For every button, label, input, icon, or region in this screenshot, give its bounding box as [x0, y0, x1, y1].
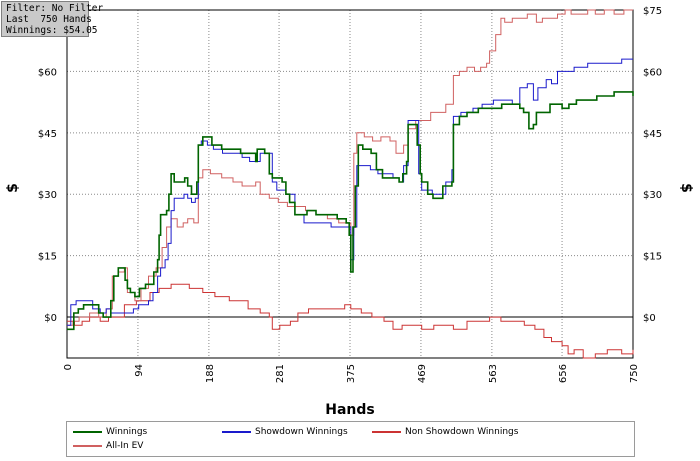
x-tick-label: 469	[417, 364, 428, 383]
x-tick-label: 188	[205, 364, 216, 383]
hands-count-text: Last 750 Hands	[6, 14, 92, 25]
y-tick-label-left: $0	[44, 313, 57, 324]
y-tick-label-left: $30	[38, 190, 57, 201]
x-tick-label: 281	[275, 364, 286, 383]
legend-swatch-non-showdown	[372, 431, 401, 433]
series-line-non-showdown-winnings	[67, 283, 634, 359]
legend-item-winnings: Winnings	[73, 426, 147, 438]
legend-item-allin-ev: All-In EV	[73, 440, 143, 452]
legend-label-showdown: Showdown Winnings	[255, 427, 348, 437]
legend-label-winnings: Winnings	[106, 427, 148, 437]
x-tick-label: 375	[346, 364, 357, 383]
legend-label-allin-ev: All-In EV	[106, 441, 144, 451]
winnings-total-text: Winnings: $54.05	[6, 25, 98, 36]
y-tick-label-right: $15	[643, 252, 662, 263]
y-axis-label-right: $	[678, 183, 694, 193]
x-tick-label: 563	[488, 364, 499, 383]
series-lines	[67, 9, 634, 359]
series-line-showdown-winnings	[67, 58, 633, 326]
axes	[66, 9, 634, 359]
legend-swatch-allin-ev	[73, 445, 102, 447]
series-line-winnings	[67, 91, 634, 331]
y-tick-label-left: $45	[38, 129, 57, 140]
x-tick-label: 750	[629, 364, 640, 383]
x-tick-label: 656	[558, 364, 569, 383]
legend-item-non-showdown: Non Showdown Winnings	[372, 426, 518, 438]
y-tick-label-right: $60	[643, 67, 662, 78]
x-tick-label: 0	[63, 364, 74, 370]
legend-swatch-winnings	[73, 431, 102, 433]
y-tick-label-right: $45	[643, 129, 662, 140]
y-tick-label-right: $30	[643, 190, 662, 201]
grid-lines	[67, 10, 633, 358]
y-tick-label-right: $0	[643, 313, 656, 324]
y-tick-label-right: $75	[643, 6, 662, 17]
legend-item-showdown: Showdown Winnings	[222, 426, 348, 438]
x-tick-label: 94	[134, 364, 145, 377]
plot-border	[66, 9, 634, 359]
filter-text: Filter: No Filter	[6, 3, 104, 14]
y-tick-label-left: $15	[38, 252, 57, 263]
y-tick-label-left: $60	[38, 67, 57, 78]
x-axis-label: Hands	[325, 402, 375, 418]
legend-label-non-showdown: Non Showdown Winnings	[405, 427, 519, 437]
y-axis-label-left: $	[5, 183, 21, 193]
legend-swatch-showdown	[222, 431, 251, 433]
filter-info-box: Filter: No Filter Last 750 Hands Winning…	[1, 1, 104, 37]
legend: Winnings Showdown Winnings Non Showdown …	[66, 421, 635, 457]
